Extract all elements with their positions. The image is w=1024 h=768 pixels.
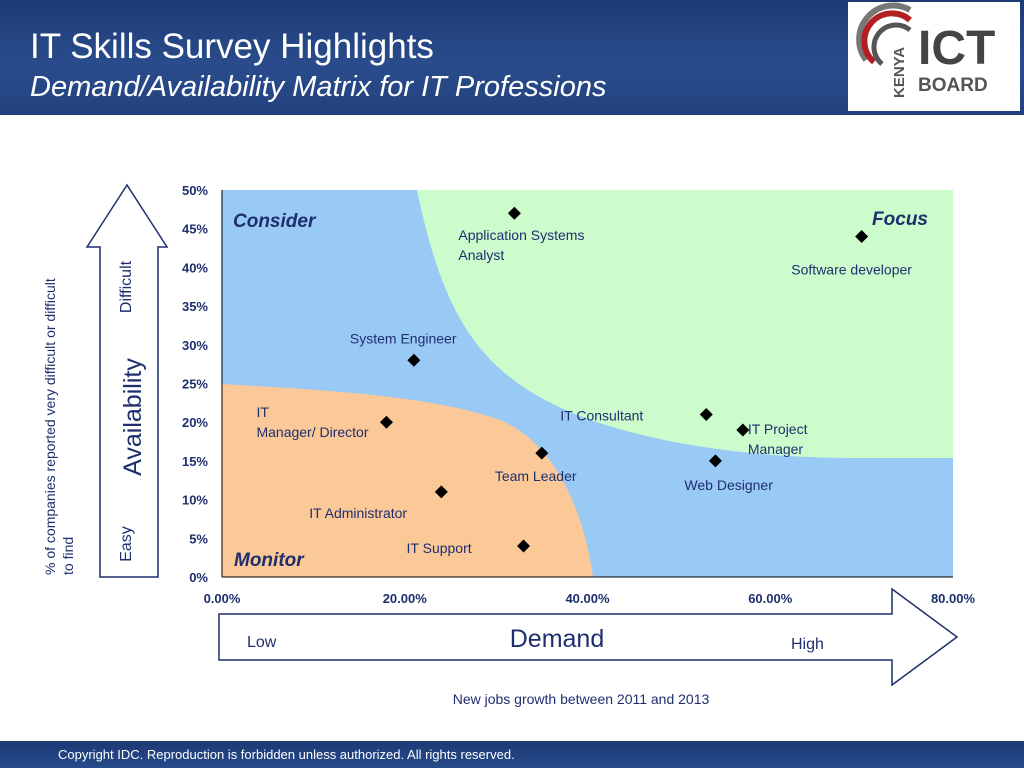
y-tick-label: 20% — [182, 415, 208, 430]
availability-arrow-title: Availability — [119, 358, 147, 476]
region-focus-background — [417, 190, 953, 458]
slide-subtitle: Demand/Availability Matrix for IT Profes… — [30, 71, 607, 103]
x-tick-label: 20.00% — [383, 591, 428, 606]
data-point-label: IT Manager/ Director — [256, 404, 368, 440]
data-point-marker — [736, 423, 750, 437]
y-tick-label: 30% — [182, 338, 208, 353]
demand-availability-chart: Consider Focus Monitor 0% 5% 10% 15% 20% 25% 3… — [42, 183, 976, 707]
data-point-marker — [434, 485, 448, 499]
copyright-text: Copyright IDC. Reproduction is forbidden… — [58, 747, 515, 762]
data-point-label: Software developer — [791, 261, 912, 277]
data-point-marker — [407, 353, 421, 367]
data-point-label: Web Designer — [684, 477, 773, 493]
data-point-label: IT Support — [407, 540, 472, 556]
data-point-marker — [535, 446, 549, 460]
slide-title: IT Skills Survey Highlights — [30, 27, 434, 66]
data-point-label: Team Leader — [495, 468, 577, 484]
availability-arrow-low-label: Easy — [118, 526, 135, 562]
data-point-marker — [708, 454, 722, 468]
demand-arrow-title: Demand — [510, 625, 605, 653]
logo-ict-text: ICT — [918, 22, 995, 75]
region-label-monitor: Monitor — [234, 550, 305, 571]
x-tick-labels: 0.00% 20.00% 40.00% 60.00% 80.00% — [204, 591, 976, 606]
y-tick-label: 40% — [182, 260, 208, 275]
ict-board-logo: KENYA ICT BOARD — [848, 2, 1020, 111]
x-tick-label: 0.00% — [204, 591, 241, 606]
data-point-label: System Engineer — [350, 330, 457, 346]
data-point-marker — [507, 206, 521, 220]
y-tick-label: 25% — [182, 377, 208, 392]
demand-arrow-high-label: High — [791, 636, 824, 653]
y-tick-label: 45% — [182, 222, 208, 237]
logo-graphic: KENYA ICT BOARD — [856, 2, 995, 98]
availability-arrow-high-label: Difficult — [118, 260, 135, 313]
data-point-label: IT Administrator — [309, 505, 407, 521]
x-axis-title: New jobs growth between 2011 and 2013 — [453, 691, 710, 707]
x-tick-label: 60.00% — [748, 591, 793, 606]
y-tick-labels: 0% 5% 10% 15% 20% 25% 30% 35% 40% 45% 50% — [182, 183, 208, 585]
data-point-marker — [517, 539, 531, 553]
logo-board-text: BOARD — [918, 75, 988, 96]
data-points — [379, 206, 869, 553]
y-axis-title-line-1: % of companies reported very difficult o… — [42, 278, 58, 575]
slide-footer: Copyright IDC. Reproduction is forbidden… — [0, 741, 1024, 768]
y-tick-label: 0% — [189, 570, 208, 585]
data-point-labels: Application Systems Analyst Software devel… — [256, 227, 912, 556]
y-axis-title: % of companies reported very difficult o… — [42, 274, 76, 575]
y-axis-title-line-2: to find — [60, 537, 76, 575]
region-label-focus: Focus — [872, 209, 928, 230]
x-tick-label: 40.00% — [565, 591, 610, 606]
region-monitor-background — [222, 384, 593, 577]
data-point-marker — [855, 229, 869, 243]
data-point-marker — [699, 407, 713, 421]
demand-arrow-low-label: Low — [247, 634, 277, 651]
logo-kenya-text: KENYA — [891, 47, 908, 98]
data-point-label: Application Systems Analyst — [458, 227, 584, 263]
y-tick-label: 50% — [182, 183, 208, 198]
region-label-consider: Consider — [233, 211, 317, 232]
y-tick-label: 15% — [182, 454, 208, 469]
demand-arrow — [218, 587, 959, 687]
x-tick-label: 80.00% — [931, 591, 976, 606]
slide-header: IT Skills Survey Highlights Demand/Avail… — [0, 0, 1024, 115]
availability-arrow — [85, 183, 169, 578]
y-tick-label: 10% — [182, 493, 208, 508]
data-point-marker — [379, 415, 393, 429]
data-point-label: IT Consultant — [560, 407, 643, 423]
y-tick-label: 5% — [189, 531, 208, 546]
data-point-label: IT Project Manager — [748, 421, 808, 457]
y-tick-label: 35% — [182, 299, 208, 314]
